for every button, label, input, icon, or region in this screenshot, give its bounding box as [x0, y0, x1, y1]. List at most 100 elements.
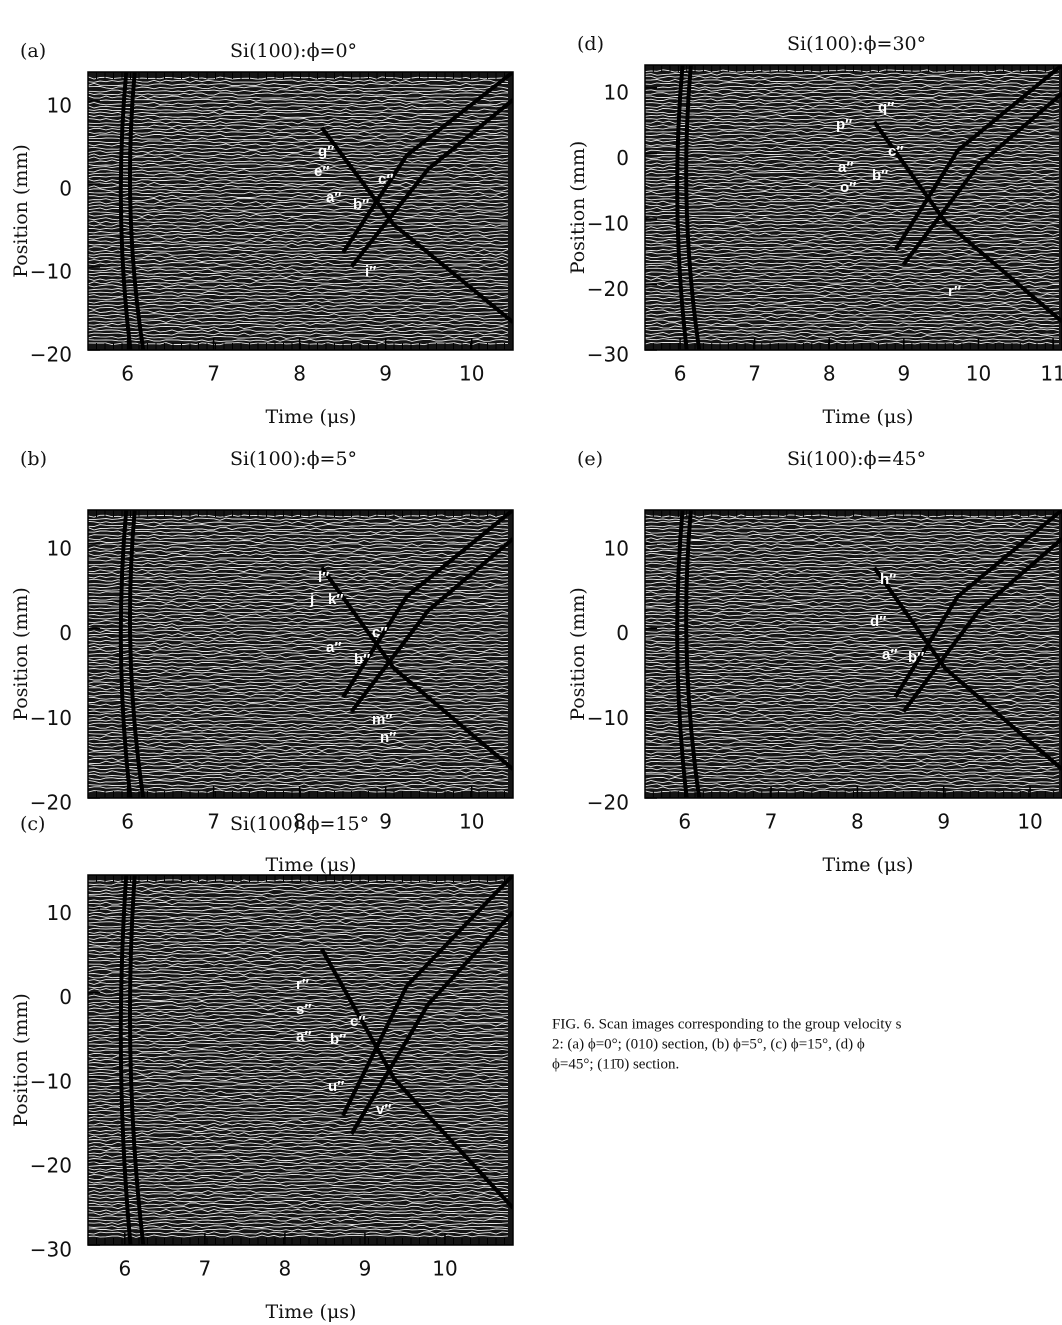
waveform-trace	[645, 767, 1060, 771]
waveform-trace	[88, 1016, 509, 1021]
waveform-trace	[88, 76, 508, 80]
waveform-trace	[88, 197, 509, 202]
waveform-trace	[645, 664, 1060, 669]
waveform-trace	[88, 552, 509, 557]
waveform-trace	[88, 85, 509, 90]
x-tick-label: 10	[459, 810, 484, 834]
waveform-trace	[645, 770, 1060, 774]
wavefront	[893, 65, 1062, 252]
waveform-trace	[88, 620, 509, 624]
wavefront	[349, 910, 513, 1136]
waveform-trace	[88, 82, 509, 87]
wavefront	[675, 510, 689, 798]
waveform-trace	[645, 696, 1060, 701]
waveform-trace	[645, 562, 1060, 566]
waveform-trace	[88, 300, 509, 304]
waveform-trace	[88, 101, 509, 106]
waveform-trace	[645, 683, 1060, 688]
waveform-trace	[645, 530, 1060, 534]
waveform-trace	[645, 190, 1060, 195]
wavefront	[872, 120, 1062, 324]
y-tick-label: 10	[604, 536, 629, 560]
waveform-trace	[645, 722, 1060, 726]
waveform-trace	[88, 1224, 509, 1229]
waveform-trace	[88, 1138, 509, 1142]
waveform-trace	[88, 252, 509, 256]
waveform-trace	[88, 1084, 509, 1088]
waveform-trace	[88, 1154, 509, 1158]
waveform-trace	[88, 1058, 509, 1062]
waveform-trace	[645, 136, 1060, 140]
waveform-trace	[645, 587, 1060, 592]
waveform-trace	[88, 882, 509, 886]
annotation: m″	[372, 711, 393, 728]
waveform-trace	[645, 299, 1060, 304]
waveform-trace	[645, 197, 1060, 201]
x-tick-label: 8	[823, 362, 836, 386]
waveform-trace	[88, 1129, 509, 1133]
waveform-trace	[645, 222, 1060, 227]
annotation: c″	[372, 624, 388, 641]
y-axis-label: Position (mm)	[10, 993, 32, 1127]
waveform-trace	[88, 265, 509, 269]
waveform-trace	[88, 1189, 509, 1194]
waveform-trace	[645, 210, 1060, 214]
waveform-trace	[88, 1074, 509, 1078]
waveform-trace	[88, 1013, 509, 1017]
waveform-trace	[645, 760, 1060, 764]
wavefront	[872, 566, 1062, 771]
waveform-trace	[645, 181, 1060, 185]
waveform-trace	[88, 575, 509, 579]
waveform-trace	[645, 661, 1060, 665]
annotation: d″	[870, 613, 886, 630]
waveform-trace	[88, 1106, 509, 1110]
scan-background	[645, 510, 1062, 798]
waveform-trace	[645, 556, 1060, 560]
waveform-trace	[88, 898, 509, 902]
waveform-trace	[88, 1177, 509, 1181]
y-tick-label: −10	[30, 1069, 72, 1093]
waveform-trace	[88, 220, 509, 224]
annotation: b″	[354, 651, 370, 668]
waveform-trace	[645, 325, 1059, 329]
annotation: a″	[838, 159, 854, 176]
waveform-trace	[88, 146, 509, 151]
waveform-trace	[88, 1068, 509, 1072]
waveform-trace	[88, 943, 509, 947]
waveform-trace	[88, 1087, 509, 1091]
waveform-trace	[645, 619, 1060, 624]
waveform-trace	[88, 994, 509, 998]
waveform-trace	[88, 117, 509, 122]
panel: 6 7 8 9 10 −20 −10 0 10 (b) Si(100):ϕ=5° Time (μs) P…	[10, 448, 514, 876]
waveform-trace	[88, 1157, 509, 1161]
waveform-trace	[88, 533, 509, 537]
waveform-trace	[645, 549, 1060, 553]
waveform-trace	[645, 773, 1060, 777]
wavefront	[118, 72, 133, 350]
waveform-trace	[88, 773, 509, 777]
waveform-trace	[88, 137, 509, 141]
wavefront	[901, 91, 1062, 266]
waveform-trace	[645, 242, 1060, 246]
waveform-trace	[88, 565, 509, 569]
waveform-trace	[88, 661, 509, 665]
waveform-trace	[88, 581, 509, 585]
x-tick-label: 7	[748, 362, 761, 386]
annotation: r″	[296, 976, 309, 993]
annotation: a″	[882, 646, 898, 663]
waveform-trace	[645, 235, 1060, 239]
waveform-trace	[645, 149, 1060, 153]
waveform-trace	[88, 968, 509, 973]
waveform-trace	[645, 101, 1060, 105]
waveform-trace	[88, 536, 509, 540]
waveform-trace	[88, 261, 509, 266]
x-tick-label: 10	[966, 362, 991, 386]
waveform-trace	[88, 924, 509, 928]
waveform-trace	[88, 124, 509, 128]
waveform-trace	[88, 725, 509, 729]
waveform-trace	[88, 175, 509, 179]
waveform-trace	[88, 133, 509, 138]
waveform-trace	[88, 517, 509, 521]
waveform-trace	[88, 709, 509, 713]
wavefront	[127, 72, 146, 350]
